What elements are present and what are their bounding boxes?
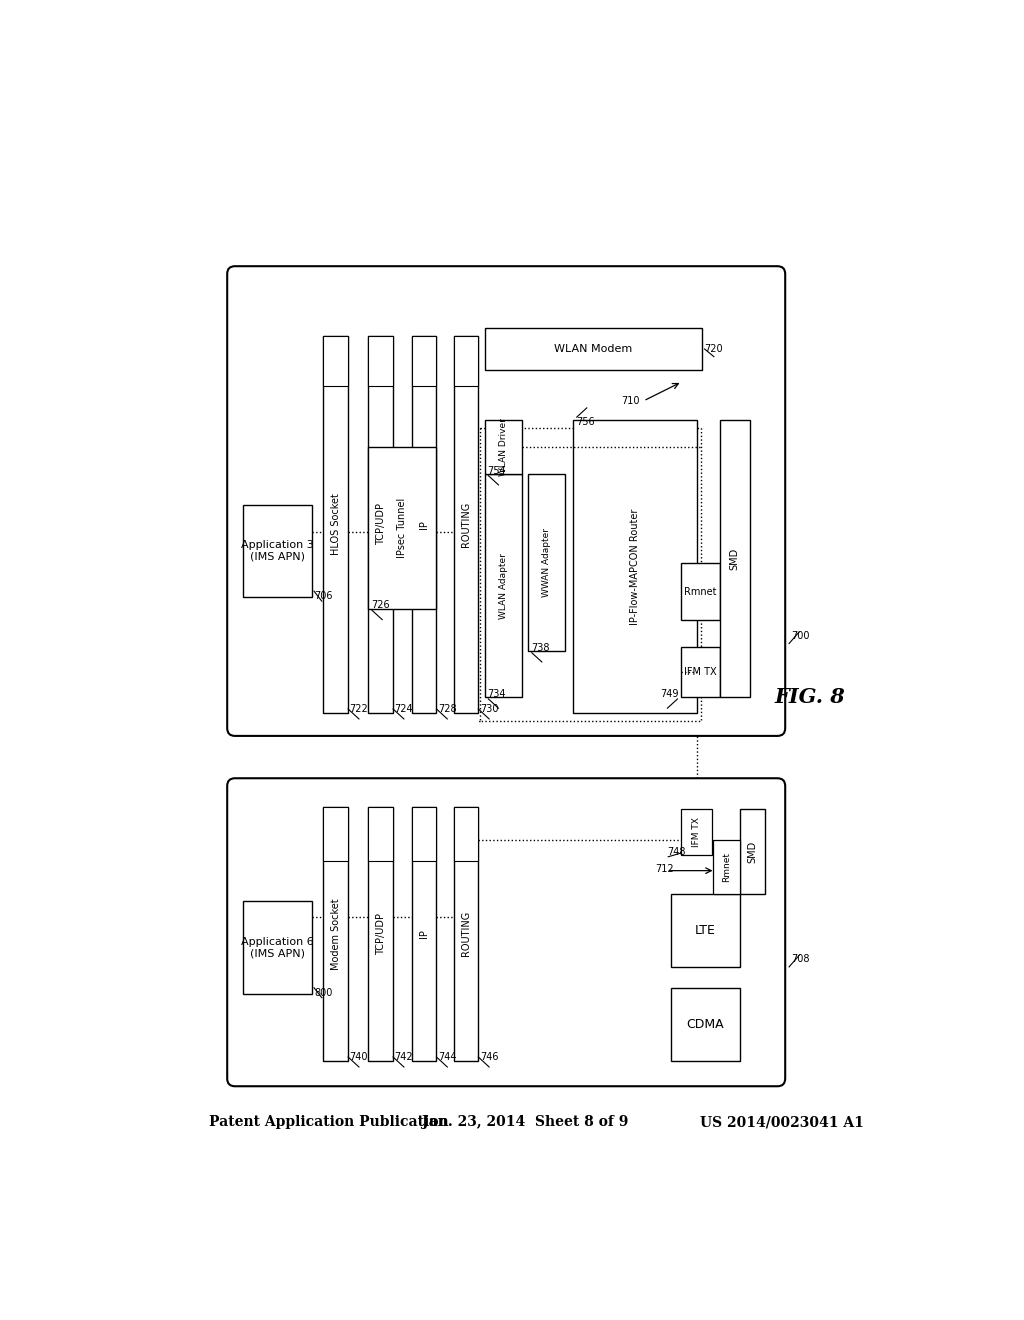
Bar bbox=[412, 807, 436, 861]
Text: IPsec Tunnel: IPsec Tunnel bbox=[397, 498, 408, 558]
Bar bbox=[369, 335, 393, 385]
Text: 730: 730 bbox=[480, 705, 499, 714]
Bar bbox=[528, 474, 565, 651]
Text: 708: 708 bbox=[792, 954, 810, 964]
Bar bbox=[369, 335, 393, 713]
Text: 744: 744 bbox=[438, 1052, 457, 1063]
Text: 740: 740 bbox=[349, 1052, 369, 1063]
Text: Rmnet: Rmnet bbox=[684, 586, 717, 597]
Text: Patent Application Publication: Patent Application Publication bbox=[209, 1115, 449, 1130]
Text: 724: 724 bbox=[394, 705, 414, 714]
Text: HLOS Socket: HLOS Socket bbox=[331, 494, 341, 556]
Bar bbox=[671, 987, 740, 1061]
Text: FIG. 8: FIG. 8 bbox=[774, 688, 846, 708]
Text: 712: 712 bbox=[655, 865, 674, 874]
FancyBboxPatch shape bbox=[227, 267, 785, 737]
Text: SMD: SMD bbox=[748, 841, 758, 862]
Bar bbox=[740, 809, 765, 894]
Bar bbox=[454, 807, 478, 861]
Text: 754: 754 bbox=[487, 466, 506, 475]
Bar bbox=[369, 807, 393, 1061]
Bar bbox=[324, 807, 348, 861]
Bar bbox=[484, 420, 521, 474]
Text: IP: IP bbox=[419, 929, 429, 939]
Text: IP-Flow-MAPCON Router: IP-Flow-MAPCON Router bbox=[630, 508, 640, 624]
Text: TCP/UDP: TCP/UDP bbox=[376, 503, 386, 545]
Bar bbox=[454, 335, 478, 385]
Bar bbox=[412, 335, 436, 713]
Text: SMD: SMD bbox=[730, 548, 739, 570]
Text: 700: 700 bbox=[792, 631, 810, 640]
Text: 746: 746 bbox=[480, 1052, 499, 1063]
Text: 748: 748 bbox=[668, 847, 686, 857]
Bar bbox=[412, 807, 436, 1061]
Text: TCP/UDP: TCP/UDP bbox=[376, 913, 386, 954]
Text: ROUTING: ROUTING bbox=[461, 502, 471, 546]
Bar bbox=[671, 894, 740, 966]
Text: IP: IP bbox=[419, 520, 429, 528]
Text: 742: 742 bbox=[394, 1052, 414, 1063]
Text: IFM TX: IFM TX bbox=[684, 668, 717, 677]
Text: 738: 738 bbox=[531, 643, 550, 653]
Text: LTE: LTE bbox=[695, 924, 716, 937]
Text: WLAN Driver: WLAN Driver bbox=[499, 418, 508, 477]
Bar bbox=[324, 335, 348, 385]
Bar bbox=[484, 474, 521, 697]
Bar bbox=[412, 335, 436, 385]
Bar bbox=[484, 327, 701, 370]
Bar bbox=[681, 562, 720, 620]
Text: Modem Socket: Modem Socket bbox=[331, 898, 341, 970]
Text: 710: 710 bbox=[621, 396, 640, 407]
Text: 706: 706 bbox=[314, 591, 333, 601]
Bar bbox=[369, 807, 393, 861]
Text: Application 3
(IMS APN): Application 3 (IMS APN) bbox=[242, 540, 314, 562]
Bar bbox=[454, 807, 478, 1061]
Bar bbox=[324, 335, 348, 713]
FancyBboxPatch shape bbox=[227, 779, 785, 1086]
Bar bbox=[243, 506, 312, 597]
Text: IFM TX: IFM TX bbox=[692, 817, 701, 847]
Text: 756: 756 bbox=[575, 417, 595, 428]
Bar bbox=[713, 840, 740, 894]
Text: 800: 800 bbox=[314, 987, 333, 998]
Bar bbox=[480, 428, 700, 721]
Bar bbox=[454, 335, 478, 713]
Text: 726: 726 bbox=[372, 601, 390, 610]
Bar bbox=[369, 447, 436, 609]
Text: US 2014/0023041 A1: US 2014/0023041 A1 bbox=[700, 1115, 864, 1130]
Text: 734: 734 bbox=[487, 689, 506, 700]
Text: WWAN Adapter: WWAN Adapter bbox=[542, 528, 551, 597]
Bar bbox=[572, 420, 697, 713]
Bar bbox=[681, 647, 720, 697]
Text: ROUTING: ROUTING bbox=[461, 911, 471, 957]
Text: 722: 722 bbox=[349, 705, 369, 714]
Text: 720: 720 bbox=[705, 345, 723, 354]
Bar bbox=[324, 807, 348, 1061]
Text: WLAN Adapter: WLAN Adapter bbox=[499, 553, 508, 619]
Text: 749: 749 bbox=[659, 689, 678, 700]
Bar bbox=[243, 902, 312, 994]
Bar bbox=[681, 809, 713, 855]
Text: Application 6
(IMS APN): Application 6 (IMS APN) bbox=[242, 937, 314, 958]
Bar bbox=[720, 420, 750, 697]
Text: Rmnet: Rmnet bbox=[722, 851, 731, 882]
Text: WLAN Modem: WLAN Modem bbox=[554, 345, 632, 354]
Text: 728: 728 bbox=[438, 705, 457, 714]
Text: Jan. 23, 2014  Sheet 8 of 9: Jan. 23, 2014 Sheet 8 of 9 bbox=[422, 1115, 628, 1130]
Text: CDMA: CDMA bbox=[686, 1018, 724, 1031]
